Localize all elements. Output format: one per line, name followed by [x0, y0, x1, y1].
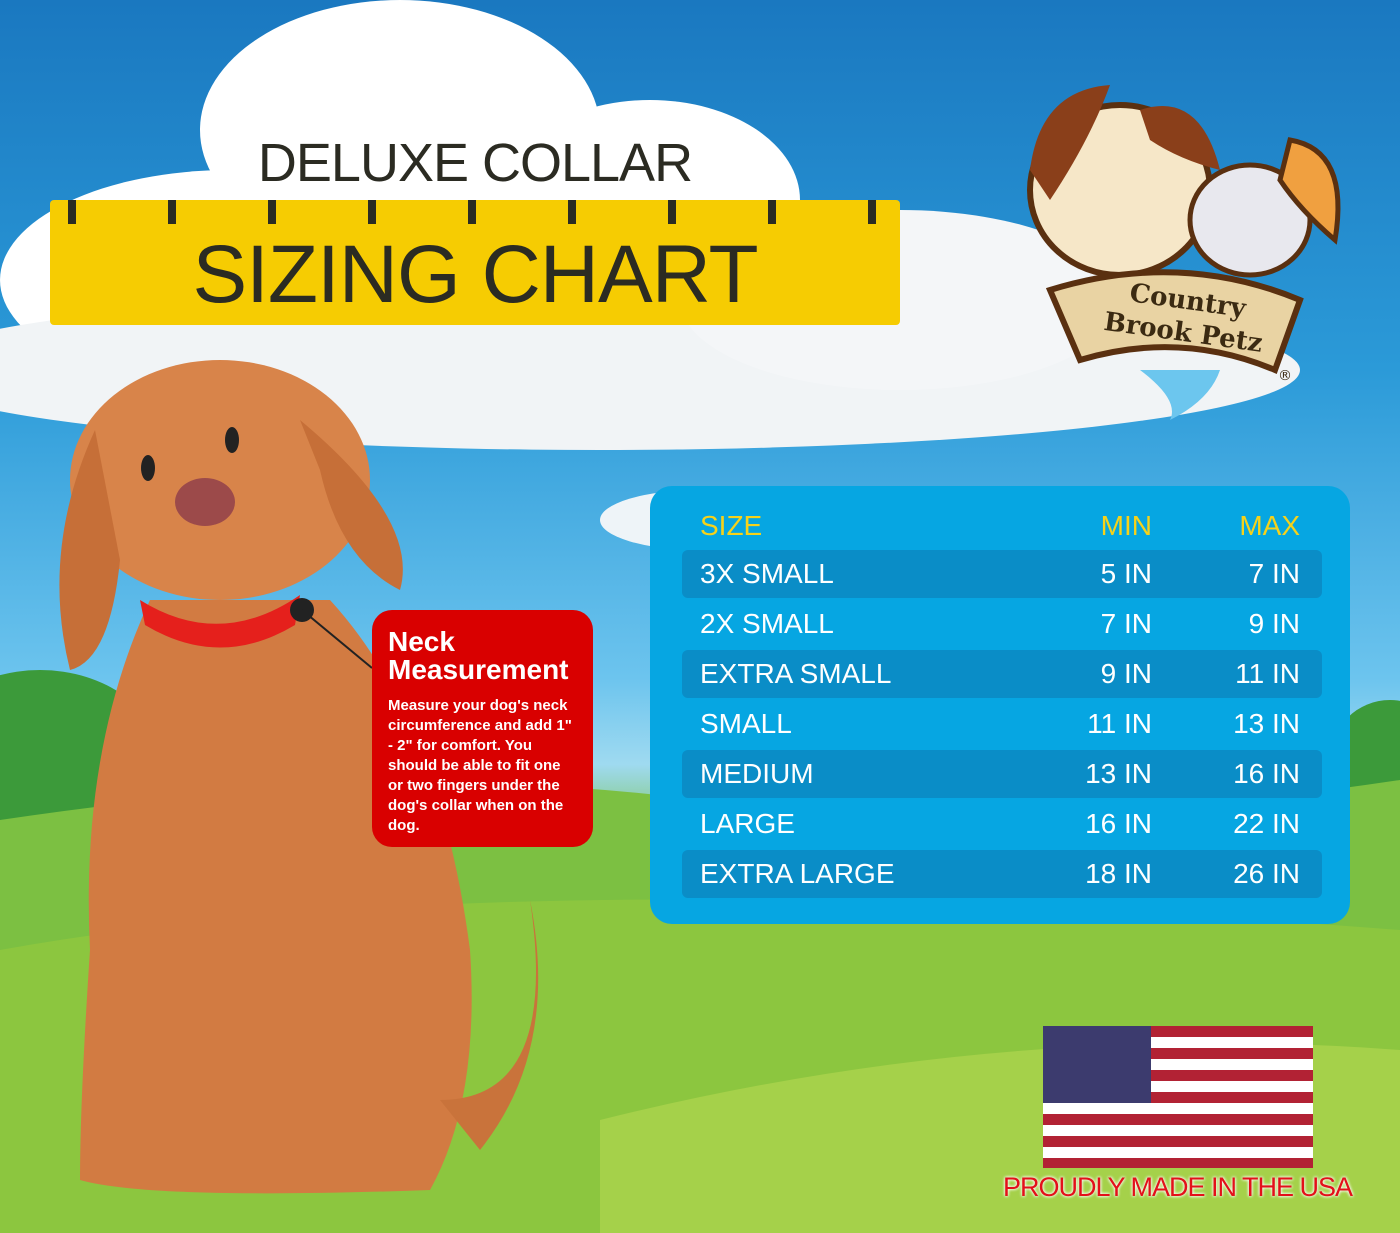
ruler-tick [68, 200, 76, 224]
header-size: SIZE [700, 510, 763, 541]
header-min: MIN [1100, 510, 1152, 541]
usa-flag-icon [1043, 1026, 1313, 1168]
cell-max: 22 IN [1233, 808, 1300, 839]
cell-max: 13 IN [1233, 708, 1300, 739]
cell-max: 9 IN [1248, 608, 1300, 639]
ruler-tick [868, 200, 876, 224]
neck-measurement-callout: Neck Measurement Measure your dog's neck … [372, 610, 593, 847]
ruler-tick [768, 200, 776, 224]
cell-size: EXTRA SMALL [700, 658, 892, 689]
made-in-usa-label: PROUDLY MADE IN THE USA [1002, 1172, 1353, 1202]
table-row: MEDIUM 13 IN 16 IN [682, 750, 1322, 798]
sizing-table: SIZE MIN MAX 3X SMALL 5 IN 7 IN 2X SMALL 7 I… [650, 486, 1350, 924]
table-row: 3X SMALL 5 IN 7 IN [682, 550, 1322, 598]
table-row: LARGE 16 IN 22 IN [682, 800, 1322, 848]
table-row: EXTRA SMALL 9 IN 11 IN [682, 650, 1322, 698]
cell-min: 16 IN [1085, 808, 1152, 839]
ruler-tick [568, 200, 576, 224]
cell-min: 9 IN [1100, 658, 1152, 689]
callout-title-line1: Neck [388, 626, 455, 657]
cell-min: 11 IN [1087, 708, 1152, 739]
cell-max: 7 IN [1248, 558, 1300, 589]
cell-min: 7 IN [1100, 608, 1152, 639]
table-row: SMALL 11 IN 13 IN [682, 700, 1322, 748]
ruler-tick [468, 200, 476, 224]
registered-mark: ® [1278, 368, 1292, 384]
cell-min: 13 IN [1085, 758, 1152, 789]
cell-max: 16 IN [1233, 758, 1300, 789]
cell-size: LARGE [700, 808, 795, 839]
header-max: MAX [1239, 510, 1300, 541]
logo-illustration [1027, 85, 1341, 420]
cell-max: 26 IN [1233, 858, 1300, 889]
cell-min: 5 IN [1100, 558, 1152, 589]
cell-max: 11 IN [1235, 658, 1300, 689]
cell-size: SMALL [700, 708, 792, 739]
table-row: EXTRA LARGE 18 IN 26 IN [682, 850, 1322, 898]
cell-size: MEDIUM [700, 758, 814, 789]
cell-size: 3X SMALL [700, 558, 834, 589]
ruler-tick [368, 200, 376, 224]
callout-body: Measure your dog's neck circumference an… [388, 697, 572, 834]
cell-size: EXTRA LARGE [700, 858, 895, 889]
callout-title-line2: Measurement [388, 654, 569, 685]
ruler-tick [268, 200, 276, 224]
table-header: SIZE MIN MAX [682, 502, 1322, 550]
cell-size: 2X SMALL [700, 608, 834, 639]
cell-min: 18 IN [1085, 858, 1152, 889]
dog-illustration [59, 360, 539, 1194]
ruler-tick [668, 200, 676, 224]
page-title: SIZING CHART [192, 229, 758, 320]
product-subtitle: DELUXE COLLAR [257, 133, 693, 193]
ruler-banner [50, 200, 900, 325]
table-row: 2X SMALL 7 IN 9 IN [682, 600, 1322, 648]
ruler-tick [168, 200, 176, 224]
